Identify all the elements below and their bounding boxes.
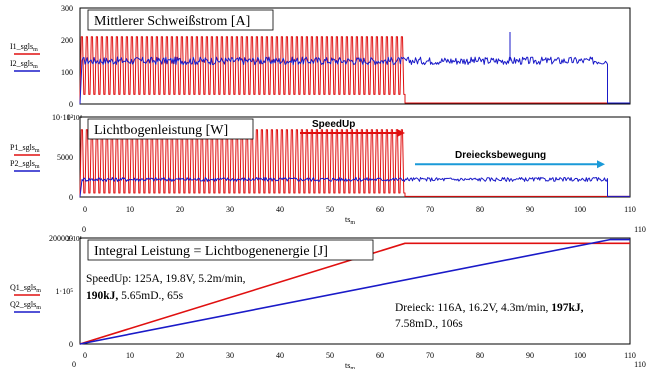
chart-title-box xyxy=(87,118,254,140)
x-tick-label: 10 xyxy=(126,205,134,214)
y-tick-label: 1·10⁵ xyxy=(56,287,74,296)
y-tick-label: 5000 xyxy=(57,153,73,162)
x-tick-label: 50 xyxy=(326,205,334,214)
x-tick-label: 90 xyxy=(526,351,534,360)
annotation-text: Dreiecksbewegung xyxy=(455,150,546,161)
chart-title-text: Integral Leistung = Lichtbogenenergie [J… xyxy=(94,244,328,259)
note-line: Dreieck: 116A, 16.2V, 4.3m/min, 197kJ, xyxy=(395,302,584,314)
x-tick-label: 100 xyxy=(574,351,586,360)
plot-frame xyxy=(79,116,631,198)
series-P1_sgls-line xyxy=(79,129,630,197)
x-axis-label: tsm xyxy=(345,215,355,226)
annotation-text: SpeedUp xyxy=(312,119,355,130)
plot-frame xyxy=(79,237,631,345)
legend-label: P2_sglsm xyxy=(10,159,40,170)
y-tick-label: 0 xyxy=(69,340,73,349)
x-first-label: 0 xyxy=(82,225,86,234)
chart-title: Lichtbogenleistung [W] xyxy=(87,118,254,140)
chart-title: Mittlerer Schweißstrom [A] xyxy=(87,9,274,31)
chart-panel-3: Integral Leistung = Lichtbogenenergie [J… xyxy=(10,225,646,369)
chart-title-text: Lichtbogenleistung [W] xyxy=(94,123,228,138)
y-tick-label: 200 xyxy=(61,36,73,45)
series-Q2_sgls-line xyxy=(79,238,630,345)
note-line: 7.58mD., 106s xyxy=(395,318,463,330)
x-tick-label: 50 xyxy=(326,351,334,360)
series-I2_sgls-line xyxy=(79,56,630,105)
x-last-label-top: 110 xyxy=(634,225,646,234)
x-tick-label: 60 xyxy=(376,351,384,360)
x-tick-label: 20 xyxy=(176,351,184,360)
x-tick-label: 80 xyxy=(476,351,484,360)
x-tick-label: 40 xyxy=(276,205,284,214)
y-tick-label: 300 xyxy=(61,4,73,13)
x-tick-label: 110 xyxy=(624,351,636,360)
x-tick-label: 30 xyxy=(226,351,234,360)
annotation-arrowhead xyxy=(597,160,605,169)
annotation-1: SpeedUp xyxy=(300,119,405,137)
x-first-label: 0 xyxy=(72,360,76,369)
legend-label: Q2_sglsm xyxy=(10,300,41,311)
x-tick-label: 10 xyxy=(126,351,134,360)
series-I1_sgls-line xyxy=(79,36,630,104)
legend-label: P1_sglsm xyxy=(10,143,40,154)
note-line: SpeedUp: 125A, 19.8V, 5.2m/min, xyxy=(86,273,246,285)
y-tick-label: 200000 xyxy=(49,234,73,243)
series-Q1_sgls-line xyxy=(79,242,630,345)
x-tick-label: 30 xyxy=(226,205,234,214)
y-tick-label: 10·10³ xyxy=(52,113,74,122)
x-tick-label: 80 xyxy=(476,205,484,214)
x-tick-label: 70 xyxy=(426,205,434,214)
chart-panel-1: Mittlerer Schweißstrom [A] 0 100 200 300 I1_s… xyxy=(10,4,631,109)
chart-title-box xyxy=(87,239,374,261)
x-tick-label: 110 xyxy=(624,205,636,214)
x-tick-label: 60 xyxy=(376,205,384,214)
y-tick-label: 0 xyxy=(69,193,73,202)
chart-title-text: Mittlerer Schweißstrom [A] xyxy=(94,14,250,29)
x-axis-label: tsm xyxy=(345,361,355,369)
x-last-label: 110 xyxy=(634,360,646,369)
y-top-label: 2·10⁵ xyxy=(67,235,83,243)
legend-label: I2_sglsm xyxy=(10,59,38,70)
x-tick-label: 40 xyxy=(276,351,284,360)
legend-label: Q1_sglsm xyxy=(10,283,41,294)
x-tick-label: 20 xyxy=(176,205,184,214)
legend-label: I1_sglsm xyxy=(10,42,38,53)
y-tick-label: 100 xyxy=(61,68,73,77)
x-tick-label: 70 xyxy=(426,351,434,360)
x-tick-label: 100 xyxy=(574,205,586,214)
y-tick-label: 0 xyxy=(69,100,73,109)
x-tick-label: 90 xyxy=(526,205,534,214)
annotation-arrowhead xyxy=(397,129,405,137)
note-line: 190kJ, 5.65mD., 65s xyxy=(86,290,184,302)
x-tick-label: 0 xyxy=(83,351,87,360)
annotation-2: Dreiecksbewegung xyxy=(415,150,605,169)
plot-frame xyxy=(79,7,631,105)
x-tick-label: 0 xyxy=(83,205,87,214)
chart-title-box xyxy=(87,9,274,31)
series-P2_sgls-line xyxy=(79,176,630,198)
y-top-label: 1·10⁴ xyxy=(67,114,83,122)
chart-title: Integral Leistung = Lichtbogenenergie [J… xyxy=(87,239,374,261)
